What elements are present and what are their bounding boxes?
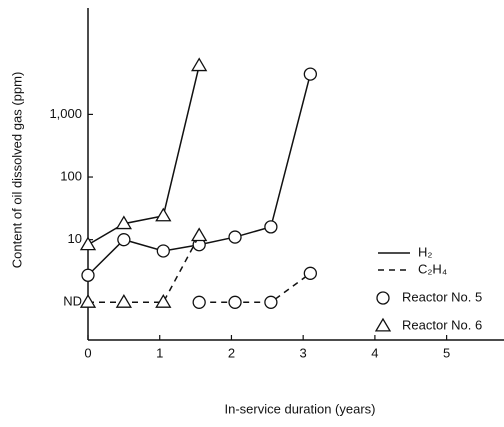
- legend-label: Reactor No. 6: [402, 317, 482, 332]
- marker: [228, 295, 242, 309]
- y-tick-label: 100: [60, 168, 82, 183]
- marker: [81, 268, 95, 282]
- marker: [115, 294, 132, 308]
- x-axis-label: In-service duration (years): [225, 401, 376, 416]
- series-line: [87, 65, 200, 246]
- marker: [117, 233, 131, 247]
- marker: [303, 266, 317, 280]
- x-tick-label: 4: [371, 345, 378, 360]
- legend-label: H₂: [418, 244, 432, 259]
- marker: [264, 220, 278, 234]
- marker: [228, 230, 242, 244]
- x-tick-label: 5: [443, 345, 450, 360]
- marker: [115, 215, 132, 230]
- marker: [303, 67, 317, 81]
- x-tick-label: 0: [84, 345, 91, 360]
- y-tick-label: ND: [63, 294, 82, 309]
- marker: [79, 236, 97, 251]
- marker: [155, 294, 172, 308]
- legend-marker: [376, 291, 390, 305]
- series-line: [199, 272, 311, 304]
- y-axis-label: Content of oil dissolved gas (ppm): [9, 72, 24, 269]
- legend-label: Reactor No. 5: [402, 289, 482, 304]
- marker: [264, 295, 278, 309]
- legend-marker: [374, 317, 392, 332]
- marker: [156, 244, 170, 258]
- marker: [192, 295, 206, 309]
- marker: [191, 57, 208, 72]
- marker: [191, 227, 208, 242]
- x-tick-label: 3: [300, 345, 307, 360]
- marker: [155, 207, 172, 222]
- legend-label: C₂H₄: [418, 261, 447, 276]
- y-tick-label: 10: [68, 231, 82, 246]
- x-tick-label: 2: [228, 345, 235, 360]
- marker: [79, 294, 97, 308]
- series-line: [88, 235, 200, 304]
- y-tick-label: 1,000: [49, 106, 82, 121]
- x-tick-label: 1: [156, 345, 163, 360]
